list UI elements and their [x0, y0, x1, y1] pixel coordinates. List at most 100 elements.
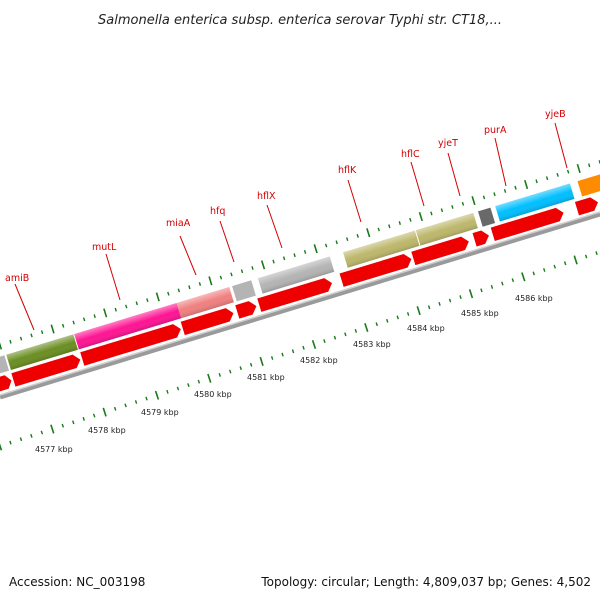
minor-tick [388, 224, 391, 229]
strand-arrow[interactable] [80, 322, 183, 366]
major-tick [103, 308, 108, 318]
gene-block-yjeT[interactable] [477, 207, 496, 227]
gene-label-amiB[interactable]: amiB [5, 273, 29, 284]
gene-label-yjeT[interactable]: yjeT [438, 138, 458, 149]
major-tick [154, 390, 160, 400]
strand-arrow[interactable] [11, 353, 82, 387]
gene-label-yjeB[interactable]: yjeB [545, 109, 566, 120]
strand-arrow[interactable] [411, 235, 471, 266]
minor-tick [563, 261, 567, 266]
minor-tick [72, 320, 75, 325]
major-tick [0, 342, 3, 350]
minor-tick [535, 179, 538, 184]
minor-tick [480, 288, 483, 293]
minor-tick [302, 345, 305, 350]
major-tick [471, 196, 476, 206]
strand-arrow[interactable] [257, 276, 334, 312]
strand-arrow[interactable] [0, 374, 14, 393]
minor-tick [324, 243, 328, 248]
minor-tick [198, 282, 202, 286]
gene-label-hflC[interactable]: hflC [401, 149, 420, 160]
minor-tick [270, 356, 274, 360]
major-tick [50, 424, 55, 434]
major-tick [366, 228, 371, 238]
minor-tick [430, 211, 433, 216]
minor-tick [448, 298, 452, 303]
gene-label-hflK[interactable]: hflK [338, 165, 357, 176]
minor-tick [543, 268, 546, 272]
minor-tick [323, 339, 326, 344]
minor-tick [19, 437, 23, 442]
minor-tick [490, 284, 494, 289]
minor-tick [218, 372, 222, 377]
minor-tick [167, 291, 170, 296]
strand-arrow[interactable] [472, 229, 491, 247]
strand-arrow[interactable] [574, 196, 600, 216]
kbp-label: 4579 kbp [141, 408, 179, 417]
minor-tick [251, 266, 254, 270]
minor-tick [187, 383, 190, 388]
minor-tick [409, 217, 412, 222]
minor-tick [135, 301, 138, 306]
kbp-label: 4581 kbp [247, 373, 285, 382]
kbp-label: 4584 kbp [407, 324, 445, 333]
minor-tick [375, 322, 378, 327]
accession-text: Accession: NC_003198 [9, 575, 145, 589]
minor-tick [514, 185, 517, 190]
minor-tick [451, 205, 454, 209]
minor-tick [240, 269, 244, 274]
major-tick [573, 255, 578, 265]
major-tick [524, 179, 529, 190]
minor-tick [461, 201, 465, 206]
gene-label-mutL[interactable]: mutL [92, 242, 117, 253]
major-tick [155, 292, 160, 302]
minor-tick [282, 256, 286, 261]
minor-tick [335, 240, 338, 245]
minor-tick [354, 328, 358, 333]
gene-labels [14, 122, 568, 331]
minor-tick [303, 250, 307, 254]
minor-tick [61, 323, 65, 328]
major-tick [576, 163, 581, 174]
minor-tick [501, 281, 504, 286]
minor-tick [545, 176, 549, 181]
minor-tick [125, 304, 128, 309]
minor-tick [566, 169, 570, 174]
map-title: Salmonella enterica subsp. enterica sero… [98, 13, 502, 28]
minor-tick [398, 221, 401, 225]
major-tick [311, 339, 317, 350]
gene-block-yjeB[interactable] [577, 173, 600, 197]
minor-tick [197, 379, 201, 384]
minor-tick [9, 339, 12, 344]
major-tick [521, 272, 526, 282]
gene-block-partial-left[interactable] [0, 355, 10, 375]
gene-label-purA[interactable]: purA [484, 125, 507, 136]
strand-arrows [0, 196, 600, 393]
minor-tick [511, 278, 515, 283]
minor-tick [427, 305, 431, 310]
kbp-label: 4583 kbp [353, 340, 391, 349]
minor-tick [229, 369, 232, 374]
strand-arrow[interactable] [235, 299, 258, 319]
major-tick [259, 356, 264, 366]
gene-label-hfq[interactable]: hfq [210, 206, 225, 217]
gene-block-hfq[interactable] [232, 280, 256, 302]
minor-tick [503, 188, 507, 193]
kbp-label: 4577 kbp [35, 445, 73, 454]
gene-label-miaA[interactable]: miaA [166, 218, 191, 229]
major-tick [418, 212, 423, 222]
gene-label-hflX[interactable]: hflX [257, 191, 276, 202]
minor-tick [82, 416, 85, 421]
strand-arrow[interactable] [490, 206, 566, 241]
minor-tick [113, 406, 117, 411]
minor-tick [249, 362, 253, 367]
minor-tick [19, 336, 23, 341]
strand-arrow[interactable] [180, 306, 236, 336]
kbp-label: 4578 kbp [88, 426, 126, 435]
minor-tick [230, 272, 233, 277]
major-tick [468, 289, 474, 299]
minor-tick [124, 403, 127, 408]
strand-arrow[interactable] [339, 252, 414, 287]
minor-tick [346, 237, 349, 241]
minor-tick [134, 400, 138, 404]
